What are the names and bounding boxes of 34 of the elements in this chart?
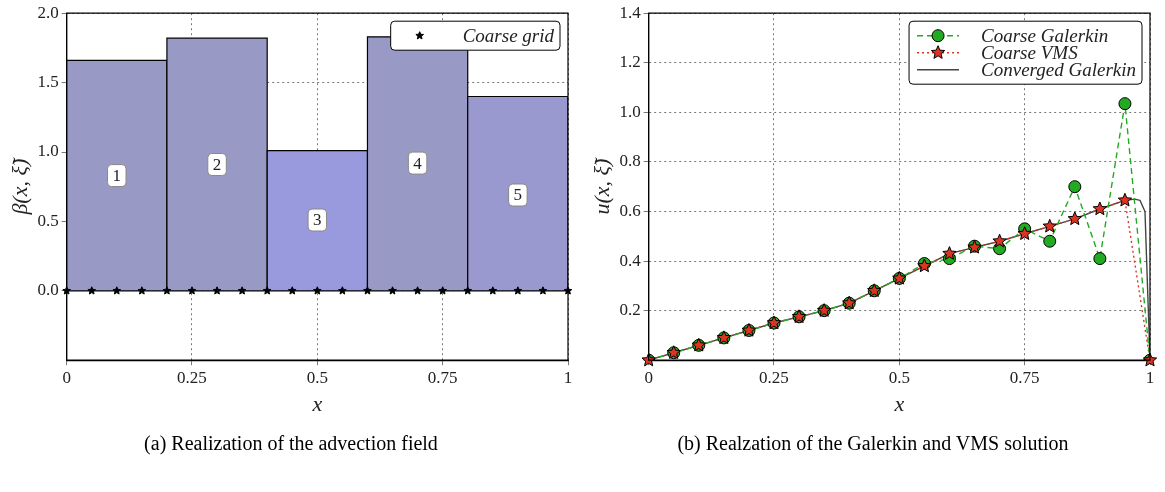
x-tick-label: 0 bbox=[644, 367, 653, 387]
y-tick-label: 0.4 bbox=[619, 250, 642, 270]
y-tick-label: 1.0 bbox=[37, 141, 59, 161]
y-axis-title: β(x, ξ̃) bbox=[6, 157, 32, 216]
x-tick-label: 1 bbox=[563, 367, 573, 387]
y-tick-label: 1.0 bbox=[619, 101, 641, 121]
x-tick-label: 0.75 bbox=[1009, 367, 1040, 387]
legend-label: Coarse grid bbox=[462, 24, 555, 46]
x-tick-label: 0.5 bbox=[306, 367, 328, 387]
y-tick-label: 0.2 bbox=[619, 300, 641, 320]
y-tick-label: 0.0 bbox=[37, 280, 59, 300]
y-tick-label: 1.4 bbox=[619, 2, 642, 22]
x-tick-label: 0.75 bbox=[427, 367, 458, 387]
text: (a) Realization of the advection field bbox=[143, 432, 439, 455]
x-axis-title: x bbox=[893, 390, 905, 416]
x-tick-label: 0.25 bbox=[177, 367, 207, 387]
annotation: 5 bbox=[513, 185, 523, 205]
annotation: 2 bbox=[212, 154, 222, 174]
y-tick-label: 0.5 bbox=[37, 210, 59, 230]
y-axis-title: u(x, ξ̃) bbox=[588, 157, 614, 215]
y-tick-label: 1.2 bbox=[619, 52, 641, 72]
y-tick-label: 0.8 bbox=[619, 151, 641, 171]
x-tick-label: 0 bbox=[62, 367, 71, 387]
y-tick-label: 1.5 bbox=[37, 72, 59, 92]
x-tick-label: 1 bbox=[1145, 367, 1155, 387]
y-tick-label: 0.6 bbox=[619, 200, 641, 220]
annotation: 3 bbox=[313, 210, 322, 230]
text: (b) Realzation of the Galerkin and VMS solution bbox=[676, 432, 1070, 455]
x-axis-title: x bbox=[311, 390, 323, 416]
x-tick-label: 0.25 bbox=[759, 367, 789, 387]
annotation: 4 bbox=[413, 153, 423, 173]
x-tick-label: 0.5 bbox=[888, 367, 910, 387]
y-tick-label: 2.0 bbox=[37, 2, 59, 22]
annotation: 1 bbox=[112, 166, 122, 186]
